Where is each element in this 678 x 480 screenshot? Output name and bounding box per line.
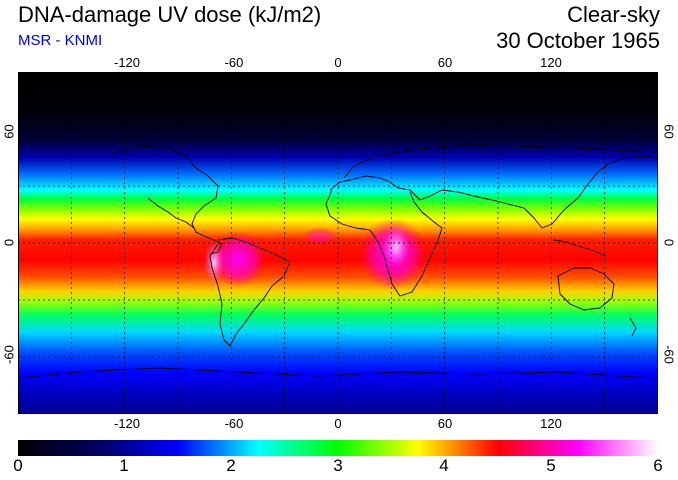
new-zealand-coast	[629, 317, 637, 337]
lat-tick-left: -60	[1, 345, 17, 364]
africa-max-dose	[382, 227, 410, 267]
lon-tick-bottom: 120	[540, 416, 562, 431]
colorbar-tick-label: 3	[333, 456, 343, 475]
atlantic-peak-dose	[302, 227, 338, 245]
source-label: MSR - KNMI	[18, 32, 103, 49]
colorbar-gradient	[18, 440, 658, 456]
lat-tick-right: -60	[661, 345, 677, 364]
australia-coast	[557, 267, 615, 311]
map-title: DNA-damage UV dose (kJ/m2)	[18, 2, 322, 27]
lat-tick-right: 0	[661, 238, 677, 247]
coastlines	[18, 143, 658, 379]
uv-dose-map	[18, 72, 658, 414]
map-frame	[18, 72, 658, 414]
date-label: 30 October 1965	[496, 28, 660, 53]
lon-tick-bottom: 60	[437, 416, 453, 431]
north-america-coast	[111, 145, 223, 255]
lat-tick-left: 0	[1, 238, 17, 247]
colorbar	[18, 440, 658, 456]
lon-tick-top: -60	[224, 55, 244, 70]
lon-tick-top: 0	[334, 55, 342, 70]
africa-coast	[325, 189, 443, 297]
mediterranean-coast	[329, 175, 421, 201]
lon-tick-top: -120	[113, 55, 141, 70]
south-america-coast	[209, 237, 291, 347]
lon-tick-bottom: 0	[334, 416, 342, 431]
antarctica-coast	[18, 367, 658, 379]
lon-tick-top: 120	[540, 55, 562, 70]
colorbar-tick-label: 4	[439, 456, 449, 475]
central-america-coast	[147, 197, 195, 229]
sky-condition-label: Clear-sky	[567, 2, 660, 27]
colorbar-tick-label: 0	[13, 456, 23, 475]
gridlines	[18, 72, 658, 414]
colorbar-tick-label: 6	[653, 456, 663, 475]
colorbar-tick-label: 1	[119, 456, 129, 475]
lon-tick-bottom: -60	[224, 416, 244, 431]
eurasia-north-coast	[343, 143, 658, 179]
lat-tick-right: 60	[661, 124, 677, 139]
indonesia-islands	[553, 239, 607, 257]
colorbar-tick-label: 2	[226, 456, 236, 475]
lon-tick-top: 60	[437, 55, 453, 70]
lon-tick-bottom: -120	[113, 416, 141, 431]
asia-south-coast	[419, 155, 658, 229]
lat-tick-left: 60	[1, 124, 17, 139]
colorbar-tick-label: 5	[546, 456, 556, 475]
